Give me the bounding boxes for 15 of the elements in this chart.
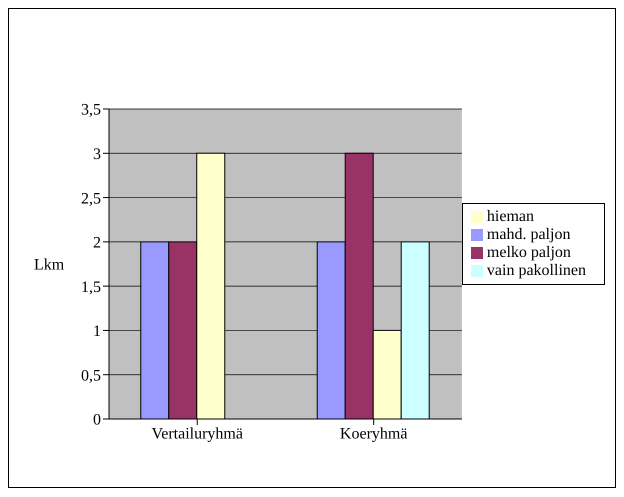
x-tick-label: Koeryhmä <box>340 425 408 442</box>
y-tick-label: 0,5 <box>81 367 101 384</box>
legend-label: melko paljon <box>486 244 571 261</box>
y-tick-label: 2,5 <box>81 190 101 208</box>
y-axis-title: Lkm <box>34 256 65 274</box>
y-tick-label: 0 <box>93 412 101 429</box>
y-tick-label: 1,5 <box>81 278 101 296</box>
y-tick-label: 2 <box>93 234 101 252</box>
y-tick-label: 3,5 <box>81 102 101 119</box>
legend-label: vain pakollinen <box>486 262 586 279</box>
y-tick-label: 3 <box>93 146 101 163</box>
y-tick-label: 1 <box>93 323 101 340</box>
x-tick-label: Vertailuryhmä <box>151 425 243 442</box>
legend-label: mahd. paljon <box>486 226 570 243</box>
legend-label: hieman <box>486 208 534 225</box>
